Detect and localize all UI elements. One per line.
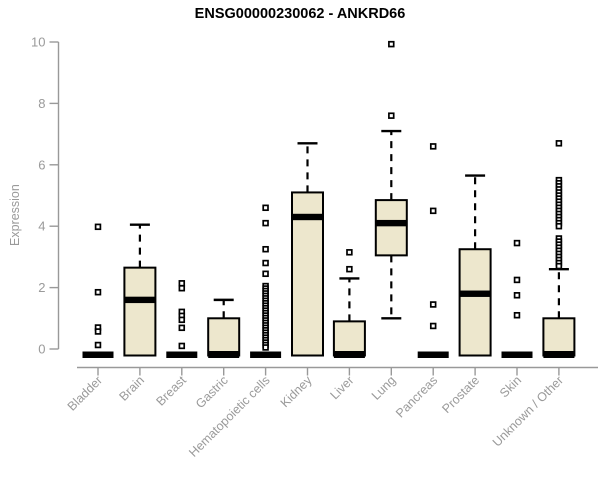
median-line	[459, 290, 491, 297]
outlier-point	[178, 324, 186, 332]
y-tick-label: 10	[31, 35, 45, 50]
x-tick-label: Brain	[116, 373, 147, 404]
outlier-point	[388, 112, 395, 119]
x-tick-label: Unknown / Other	[490, 373, 566, 449]
iqr-box	[207, 317, 241, 357]
collapsed-box	[501, 351, 533, 358]
iqr-box	[374, 199, 408, 257]
y-tick-label: 0	[38, 342, 45, 357]
x-tick-label: Gastric	[193, 373, 231, 411]
median-line	[375, 219, 407, 227]
iqr-box	[542, 317, 576, 357]
median-line	[208, 351, 240, 358]
outlier-point	[429, 322, 437, 330]
x-tick-label: Pancreas	[393, 373, 440, 420]
iqr-box	[458, 248, 492, 357]
outlier-point	[346, 249, 353, 256]
outlier-point	[513, 239, 521, 247]
outlier-point	[262, 245, 269, 253]
iqr-box	[332, 320, 366, 357]
median-line	[333, 351, 365, 358]
outlier-point	[178, 316, 186, 324]
x-tick-label: Liver	[327, 373, 356, 402]
outlier-point	[429, 143, 437, 150]
median-line	[543, 351, 575, 358]
outlier-point	[94, 341, 102, 349]
x-tick-label: Hematopoietic cells	[186, 373, 273, 460]
x-tick-label: Kidney	[278, 373, 315, 410]
collapsed-box	[166, 351, 198, 358]
x-tick-label: Bladder	[65, 373, 105, 413]
outlier-point	[94, 223, 102, 231]
outlier-point	[346, 265, 353, 273]
outlier-point	[429, 207, 437, 215]
outlier-point	[555, 140, 563, 147]
outlier-point	[429, 301, 437, 308]
outlier-point	[94, 328, 102, 335]
outlier-point	[262, 204, 269, 212]
y-tick-label: 2	[38, 280, 45, 295]
outlier-point	[555, 222, 563, 230]
median-line	[292, 213, 323, 221]
outlier-point	[513, 276, 521, 284]
outlier-point	[94, 288, 102, 296]
outlier-point	[178, 342, 186, 350]
y-tick-label: 6	[38, 157, 45, 172]
collapsed-box	[82, 351, 114, 358]
iqr-box	[123, 266, 157, 357]
x-tick-label: Lung	[369, 373, 399, 403]
collapsed-box	[250, 351, 282, 358]
outlier-point	[262, 344, 269, 351]
outlier-point	[555, 262, 563, 270]
median-line	[124, 296, 156, 304]
outlier-point	[262, 219, 269, 227]
outlier-point	[388, 40, 395, 48]
outlier-point	[513, 292, 521, 299]
outlier-point	[262, 259, 269, 267]
outlier-point	[178, 284, 186, 292]
x-tick-label: Breast	[153, 373, 189, 409]
collapsed-box	[417, 351, 449, 358]
outlier-point	[262, 270, 269, 278]
x-tick-label: Prostate	[439, 373, 482, 416]
outlier-point	[513, 311, 521, 319]
x-tick-label: Skin	[497, 373, 524, 400]
y-tick-label: 4	[38, 219, 45, 234]
chart-title: ENSG00000230062 - ANKRD66	[194, 6, 406, 22]
y-tick-label: 8	[38, 96, 45, 111]
